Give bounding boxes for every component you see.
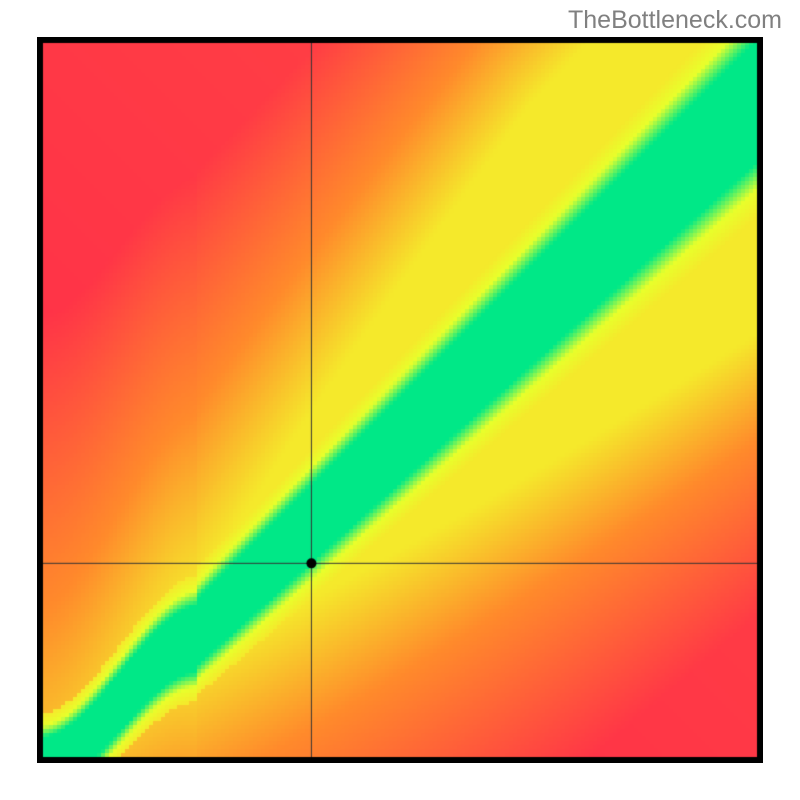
heatmap-canvas <box>37 37 763 763</box>
chart-container: TheBottleneck.com <box>0 0 800 800</box>
heatmap-plot <box>37 37 763 763</box>
watermark-text: TheBottleneck.com <box>568 6 782 35</box>
